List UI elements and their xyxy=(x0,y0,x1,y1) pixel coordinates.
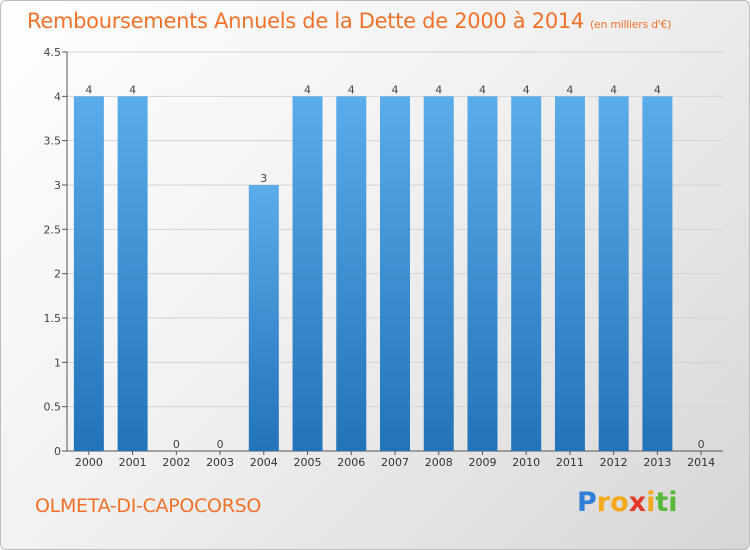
data-label: 4 xyxy=(610,83,617,96)
chart-subtitle: (en milliers d'€) xyxy=(590,18,672,31)
bar xyxy=(380,96,410,451)
y-tick-label: 2 xyxy=(54,268,61,281)
logo-letter: i xyxy=(668,487,678,518)
logo-letter: i xyxy=(646,487,656,518)
logo-letter: t xyxy=(655,487,669,518)
chart-title-text: Remboursements Annuels de la Dette de 20… xyxy=(27,9,584,33)
y-tick-label: 0 xyxy=(54,445,61,458)
data-label: 0 xyxy=(217,438,224,451)
bar xyxy=(336,96,367,451)
x-tick-label: 2002 xyxy=(162,456,190,469)
x-tick-label: 2003 xyxy=(206,456,234,469)
data-label: 4 xyxy=(392,83,399,96)
x-tick-label: 2004 xyxy=(250,456,278,469)
bar xyxy=(73,96,104,451)
data-label: 0 xyxy=(698,438,705,451)
x-tick-label: 2009 xyxy=(468,456,496,469)
bar xyxy=(554,96,585,451)
x-tick-label: 2012 xyxy=(600,456,628,469)
x-tick-label: 2013 xyxy=(643,456,671,469)
data-label: 3 xyxy=(260,172,267,185)
logo-letter: x xyxy=(628,487,647,518)
x-tick-label: 2006 xyxy=(337,456,365,469)
bars xyxy=(73,96,673,451)
x-tick-label: 2010 xyxy=(512,456,540,469)
logo-letter: o xyxy=(610,487,629,518)
x-tick-label: 2005 xyxy=(294,456,322,469)
bar xyxy=(511,96,542,451)
data-label: 4 xyxy=(479,83,486,96)
labels: 2000 4 2001 4 2002 0 2003 0 2004 3 2005 4 2006 4 2007 4… xyxy=(75,83,715,469)
x-tick-label: 2014 xyxy=(687,456,715,469)
data-label: 4 xyxy=(85,83,92,96)
chart-title: Remboursements Annuels de la Dette de 20… xyxy=(27,9,671,33)
bar xyxy=(423,96,454,451)
data-label: 4 xyxy=(129,83,136,96)
y-tick-label: 4.5 xyxy=(44,46,62,59)
bar xyxy=(117,96,148,451)
x-tick-label: 2008 xyxy=(425,456,453,469)
proxiti-logo: Proxiti xyxy=(577,487,678,518)
bar xyxy=(467,96,498,451)
x-tick-label: 2001 xyxy=(119,456,147,469)
y-tick-label: 1 xyxy=(54,356,61,369)
commune-name: OLMETA-DI-CAPOCORSO xyxy=(35,495,262,517)
y-tick-label: 3.5 xyxy=(44,135,62,148)
x-tick-label: 2007 xyxy=(381,456,409,469)
bar xyxy=(598,96,629,451)
y-tick-label: 3 xyxy=(54,179,61,192)
x-tick-label: 2011 xyxy=(556,456,584,469)
logo-letter: P xyxy=(577,487,597,518)
data-label: 4 xyxy=(566,83,573,96)
data-label: 4 xyxy=(654,83,661,96)
bar xyxy=(292,96,323,451)
data-label: 0 xyxy=(173,438,180,451)
data-label: 4 xyxy=(523,83,530,96)
y-tick-label: 1.5 xyxy=(44,312,62,325)
y-tick-label: 2.5 xyxy=(44,223,62,236)
data-label: 4 xyxy=(435,83,442,96)
bar xyxy=(642,96,673,451)
data-label: 4 xyxy=(304,83,311,96)
bar xyxy=(248,185,279,451)
axes: 0 0.5 1 1.5 2 2.5 3 3.5 4 4.5 xyxy=(44,46,723,458)
y-tick-label: 0.5 xyxy=(44,401,62,414)
x-tick-label: 2000 xyxy=(75,456,103,469)
y-tick-label: 4 xyxy=(54,90,61,103)
logo-letter: r xyxy=(596,487,611,518)
data-label: 4 xyxy=(348,83,355,96)
